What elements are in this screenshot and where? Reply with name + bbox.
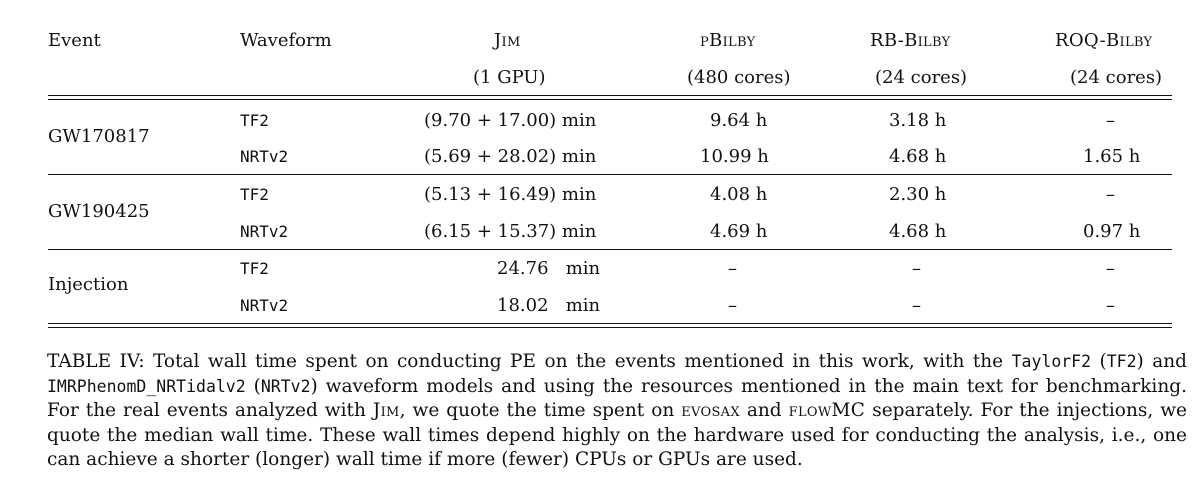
pbilby-time-cell: 4.69 h bbox=[710, 221, 768, 242]
waveform-cell: TF2 bbox=[240, 185, 269, 204]
caption-text: ( bbox=[245, 375, 261, 397]
caption-code: NRTv2 bbox=[260, 376, 311, 396]
event-label: GW170817 bbox=[48, 126, 150, 147]
roqbilby-time-cell: – bbox=[1106, 110, 1115, 131]
rbbilby-time-cell: 4.68 h bbox=[889, 146, 947, 167]
waveform-cell: TF2 bbox=[240, 259, 269, 278]
jim-time-cell: 24.76 min bbox=[497, 258, 601, 279]
jim-time-cell: (6.15 + 15.37) min bbox=[424, 221, 597, 242]
pbilby-time-cell: – bbox=[728, 295, 737, 316]
roqbilby-time-cell: – bbox=[1106, 258, 1115, 279]
roqbilby-time-cell: – bbox=[1106, 184, 1115, 205]
pbilby-time-cell: 9.64 h bbox=[710, 110, 768, 131]
caption-smallcaps: Jim bbox=[372, 400, 400, 421]
caption-text: separately. For the injections, we quote… bbox=[47, 400, 1187, 470]
group-divider bbox=[48, 174, 1172, 175]
header-waveform: Waveform bbox=[240, 30, 332, 51]
rbbilby-time-cell: – bbox=[912, 295, 921, 316]
header-rule-bottom bbox=[48, 99, 1172, 101]
roqbilby-time-cell: 0.97 h bbox=[1083, 221, 1141, 242]
caption-code: TaylorF2 bbox=[1011, 352, 1092, 371]
caption-smallcaps: evosax bbox=[681, 400, 740, 421]
rbbilby-time-cell: 3.18 h bbox=[889, 110, 947, 131]
table-caption: TABLE IV: Total wall time spent on condu… bbox=[47, 350, 1187, 473]
caption-code: IMRPhenomD_NRTidalv2 bbox=[47, 376, 246, 396]
caption-text: ( bbox=[1091, 351, 1107, 372]
header-rule-top bbox=[48, 95, 1172, 97]
roqbilby-time-cell: – bbox=[1106, 295, 1115, 316]
table-bottom-rule-top bbox=[48, 323, 1172, 325]
waveform-cell: NRTv2 bbox=[240, 296, 289, 315]
header-rbbilby: RB-Bilby bbox=[870, 30, 951, 51]
jim-time-cell: 18.02 min bbox=[497, 295, 601, 316]
header-rbbilby-resources: (24 cores) bbox=[875, 67, 968, 88]
group-divider bbox=[48, 249, 1172, 250]
caption-smallcaps: flowMC bbox=[788, 400, 866, 421]
header-pbilby: pBilby bbox=[700, 30, 756, 51]
waveform-cell: NRTv2 bbox=[240, 222, 289, 241]
pbilby-time-cell: 10.99 h bbox=[700, 146, 769, 167]
table-bottom-rule-bottom bbox=[48, 327, 1172, 329]
rbbilby-time-cell: – bbox=[912, 258, 921, 279]
caption-text: ) and bbox=[1136, 351, 1188, 372]
header-jim: Jim bbox=[494, 30, 521, 51]
caption-text: ) waveform models and using the resource… bbox=[47, 375, 1187, 422]
waveform-cell: NRTv2 bbox=[240, 147, 289, 166]
roqbilby-time-cell: 1.65 h bbox=[1083, 146, 1141, 167]
event-label: GW190425 bbox=[48, 201, 150, 222]
jim-time-cell: (5.13 + 16.49) min bbox=[424, 184, 597, 205]
header-roqbilby: ROQ-Bilby bbox=[1055, 30, 1153, 51]
rbbilby-time-cell: 2.30 h bbox=[889, 184, 947, 205]
rbbilby-time-cell: 4.68 h bbox=[889, 221, 947, 242]
jim-time-cell: (9.70 + 17.00) min bbox=[424, 110, 597, 131]
jim-time-cell: (5.69 + 28.02) min bbox=[424, 146, 597, 167]
header-jim-resources: (1 GPU) bbox=[473, 67, 546, 88]
caption-code: TF2 bbox=[1106, 352, 1137, 371]
header-pbilby-resources: (480 cores) bbox=[687, 67, 791, 88]
event-label: Injection bbox=[48, 274, 129, 295]
header-event: Event bbox=[48, 30, 101, 51]
caption-text: , we quote the time spent on bbox=[399, 400, 682, 421]
waveform-cell: TF2 bbox=[240, 111, 269, 130]
pbilby-time-cell: – bbox=[728, 258, 737, 279]
pbilby-time-cell: 4.08 h bbox=[710, 184, 768, 205]
caption-text: Total wall time spent on conducting PE o… bbox=[144, 351, 1012, 372]
header-roqbilby-resources: (24 cores) bbox=[1070, 67, 1163, 88]
caption-label: TABLE IV: bbox=[47, 351, 145, 372]
caption-text: and bbox=[739, 400, 789, 421]
